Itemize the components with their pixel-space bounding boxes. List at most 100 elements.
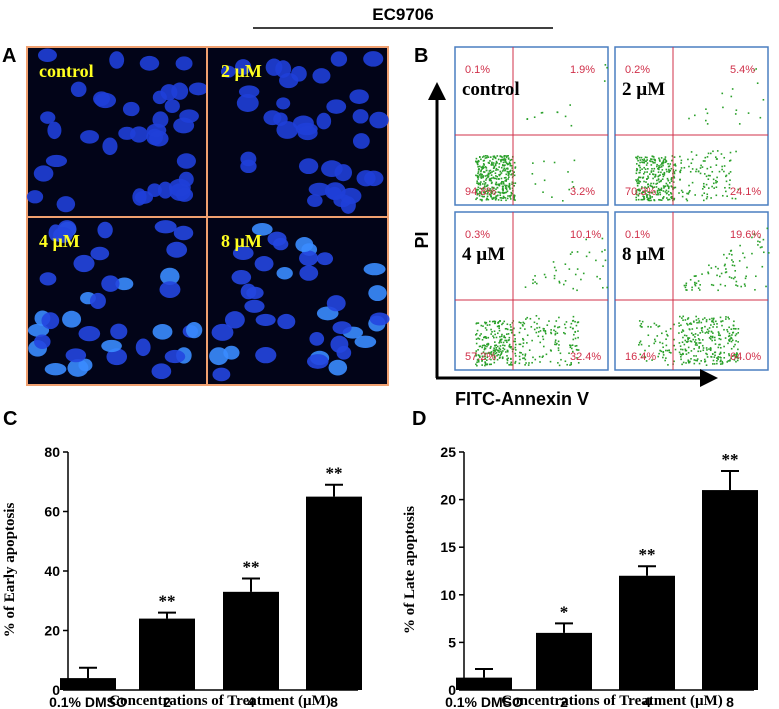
event-dot — [490, 353, 493, 356]
event-dot — [695, 315, 697, 318]
x-tick-label: 0.1% DMSO — [445, 694, 523, 709]
event-dot — [690, 323, 693, 325]
event-dot — [690, 340, 693, 343]
event-dot — [678, 322, 680, 324]
event-dot — [723, 253, 725, 256]
nucleus — [90, 246, 110, 261]
event-dot — [646, 159, 649, 161]
event-dot — [695, 342, 697, 345]
event-dot — [504, 336, 507, 339]
event-dot — [702, 347, 705, 349]
event-dot — [505, 179, 508, 181]
nucleus — [132, 188, 147, 206]
event-dot — [690, 162, 693, 165]
event-dot — [728, 183, 731, 186]
event-dot — [712, 178, 715, 181]
y-axis-title: % of Late apoptosis — [402, 506, 418, 634]
event-dot — [697, 334, 699, 336]
event-dot — [505, 176, 507, 179]
event-dot — [481, 188, 483, 190]
event-dot — [503, 191, 506, 194]
event-dot — [503, 320, 506, 323]
nucleus — [33, 165, 54, 182]
nucleus — [340, 196, 356, 214]
event-dot — [506, 190, 509, 193]
arrow-head — [700, 369, 718, 387]
event-dot — [719, 316, 722, 319]
event-dot — [485, 359, 488, 361]
event-dot — [719, 275, 721, 278]
event-dot — [507, 357, 509, 360]
event-dot — [684, 339, 687, 342]
event-dot — [479, 173, 482, 175]
event-dot — [753, 69, 756, 72]
event-dot — [661, 332, 663, 335]
event-dot — [513, 171, 515, 173]
event-dot — [638, 180, 640, 182]
event-dot — [712, 150, 714, 153]
event-dot — [519, 343, 522, 346]
quadrant-percent: 57.2% — [465, 351, 496, 363]
event-dot — [640, 198, 643, 201]
nucleus — [292, 115, 314, 131]
event-dot — [485, 352, 487, 355]
event-dot — [719, 343, 721, 346]
event-dot — [480, 166, 483, 169]
y-tick-label: 20 — [44, 623, 60, 639]
event-dot — [490, 363, 492, 366]
event-dot — [713, 317, 715, 320]
event-dot — [694, 114, 696, 117]
event-dot — [478, 338, 481, 340]
event-dot — [493, 358, 496, 361]
event-dot — [476, 175, 479, 177]
event-dot — [475, 322, 478, 324]
event-dot — [715, 181, 717, 184]
plot-label: control — [462, 79, 520, 100]
event-dot — [639, 353, 642, 356]
event-dot — [513, 194, 516, 197]
event-dot — [638, 341, 641, 344]
event-dot — [658, 164, 660, 167]
event-dot — [510, 158, 513, 161]
event-dot — [511, 167, 514, 169]
event-dot — [492, 164, 495, 166]
nucleus — [368, 285, 387, 302]
event-dot — [685, 362, 687, 364]
event-dot — [721, 165, 723, 168]
error-bar — [475, 668, 493, 678]
event-dot — [763, 251, 765, 254]
event-dot — [491, 198, 494, 200]
event-dot — [529, 317, 532, 320]
event-dot — [475, 157, 478, 160]
event-dot — [483, 347, 486, 349]
nucleus — [109, 51, 125, 69]
event-dot — [710, 330, 713, 333]
event-dot — [723, 345, 725, 348]
event-dot — [495, 351, 498, 354]
event-dot — [570, 347, 573, 350]
event-dot — [727, 316, 730, 319]
event-dot — [481, 338, 484, 341]
event-dot — [711, 320, 714, 322]
plot-label: 4 µM — [462, 244, 505, 265]
event-dot — [483, 166, 485, 169]
event-dot — [514, 199, 516, 201]
event-dot — [694, 194, 696, 196]
event-dot — [596, 275, 598, 278]
event-dot — [480, 175, 482, 177]
event-dot — [497, 321, 499, 324]
event-dot — [639, 324, 642, 327]
event-dot — [532, 356, 534, 359]
event-dot — [544, 332, 547, 335]
event-dot — [717, 267, 719, 270]
event-dot — [509, 170, 511, 173]
event-dot — [713, 356, 716, 358]
event-dot — [694, 283, 696, 286]
event-dot — [488, 178, 491, 180]
event-dot — [530, 326, 533, 328]
event-dot — [755, 68, 757, 70]
event-dot — [728, 326, 730, 329]
event-dot — [487, 174, 489, 176]
event-dot — [702, 349, 705, 352]
event-dot — [717, 334, 720, 336]
